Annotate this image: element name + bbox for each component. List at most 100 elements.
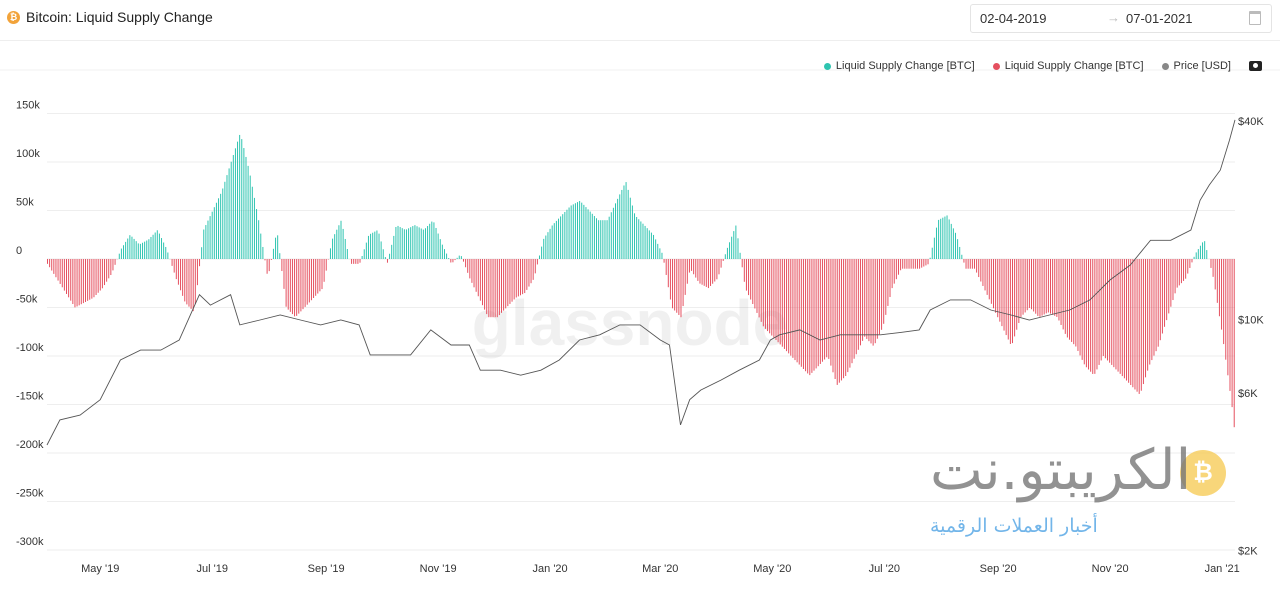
bar-negative [1045, 259, 1047, 314]
bar-positive [363, 249, 365, 259]
bar-positive [581, 202, 583, 259]
bar-negative [693, 259, 695, 275]
bar-negative [796, 259, 798, 363]
bar-negative [678, 259, 680, 315]
bar-negative [91, 259, 93, 299]
bar-positive [399, 227, 401, 259]
bar-positive [959, 246, 961, 259]
bar-negative [175, 259, 177, 280]
bar-positive [253, 197, 255, 259]
bar-negative [386, 259, 388, 263]
bar-negative [754, 259, 756, 309]
bar-positive [127, 238, 129, 259]
bar-positive [365, 242, 367, 259]
bar-negative [454, 259, 456, 261]
bar-negative [720, 259, 722, 268]
bar-negative [494, 259, 496, 318]
bar-negative [1138, 259, 1140, 394]
bar-positive [629, 197, 631, 259]
bar-negative [188, 259, 190, 307]
bar-positive [338, 225, 340, 259]
bar-negative [511, 259, 513, 302]
bar-negative [667, 259, 669, 288]
bar-negative [826, 259, 828, 358]
x-tick-label: Sep '19 [308, 563, 345, 575]
bar-negative [866, 259, 868, 339]
bar-negative [855, 259, 857, 355]
bar-negative [89, 259, 91, 300]
bar-positive [165, 246, 167, 259]
bar-negative [82, 259, 84, 304]
legend-label: Liquid Supply Change [BTC] [1004, 60, 1144, 72]
bar-negative [171, 259, 173, 266]
bar-negative [283, 259, 285, 289]
bar-positive [935, 227, 937, 259]
bar-positive [562, 214, 564, 259]
bar-negative [509, 259, 511, 304]
bar-positive [604, 220, 606, 259]
bar-negative [505, 259, 507, 309]
bar-negative [1223, 259, 1225, 345]
bar-negative [1159, 259, 1161, 341]
bar-negative [490, 259, 492, 318]
date-to-input[interactable]: 07-01-2021 [1126, 11, 1193, 26]
bar-negative [1009, 259, 1011, 344]
bar-positive [558, 218, 560, 259]
date-range-picker[interactable]: 02-04-2019 → 07-01-2021 [970, 4, 1272, 33]
bar-negative [1035, 259, 1037, 314]
bar-positive [583, 204, 585, 259]
bar-negative [462, 259, 464, 262]
legend-item-negative[interactable]: Liquid Supply Change [BTC] [992, 60, 1144, 72]
bar-negative [500, 259, 502, 313]
bar-negative [1132, 259, 1134, 388]
bar-negative [714, 259, 716, 282]
bar-positive [648, 230, 650, 259]
bar-negative [819, 259, 821, 364]
bar-positive [539, 255, 541, 259]
bar-negative [834, 259, 836, 379]
legend-item-price[interactable]: Price [USD] [1161, 60, 1231, 72]
bar-negative [870, 259, 872, 344]
bar-negative [718, 259, 720, 275]
bar-positive [458, 255, 460, 259]
bar-negative [847, 259, 849, 373]
bar-negative [716, 259, 718, 280]
bar-positive [1195, 252, 1197, 259]
bar-positive [634, 213, 636, 259]
legend-label: Liquid Supply Change [BTC] [835, 60, 975, 72]
bar-positive [642, 223, 644, 259]
bar-negative [1005, 259, 1007, 336]
camera-icon[interactable] [1249, 61, 1262, 71]
bar-negative [963, 259, 965, 263]
bar-positive [344, 238, 346, 259]
bar-negative [672, 259, 674, 309]
bar-positive [120, 248, 122, 259]
bar-negative [965, 259, 967, 269]
bar-positive [412, 226, 414, 259]
bar-positive [258, 220, 260, 259]
bar-positive [1202, 242, 1204, 259]
bar-negative [450, 259, 452, 263]
bar-positive [572, 204, 574, 259]
bar-positive [553, 223, 555, 259]
bar-negative [773, 259, 775, 338]
bar-negative [767, 259, 769, 332]
bar-negative [1151, 259, 1153, 361]
bar-positive [547, 232, 549, 259]
bar-negative [900, 259, 902, 271]
bar-positive [256, 209, 258, 259]
bar-negative [1134, 259, 1136, 390]
bar-negative [1109, 259, 1111, 363]
legend-item-positive[interactable]: Liquid Supply Change [BTC] [823, 60, 975, 72]
bar-negative [57, 259, 59, 281]
bar-positive [1199, 245, 1201, 259]
bar-negative [55, 259, 57, 278]
x-tick-label: Sep '20 [980, 563, 1017, 575]
calendar-icon[interactable] [1249, 11, 1261, 25]
date-from-input[interactable]: 02-04-2019 [980, 11, 1047, 26]
bar-negative [1102, 259, 1104, 356]
bar-negative [528, 259, 530, 287]
bar-negative [887, 259, 889, 306]
bar-positive [659, 248, 661, 259]
bar-negative [798, 259, 800, 365]
